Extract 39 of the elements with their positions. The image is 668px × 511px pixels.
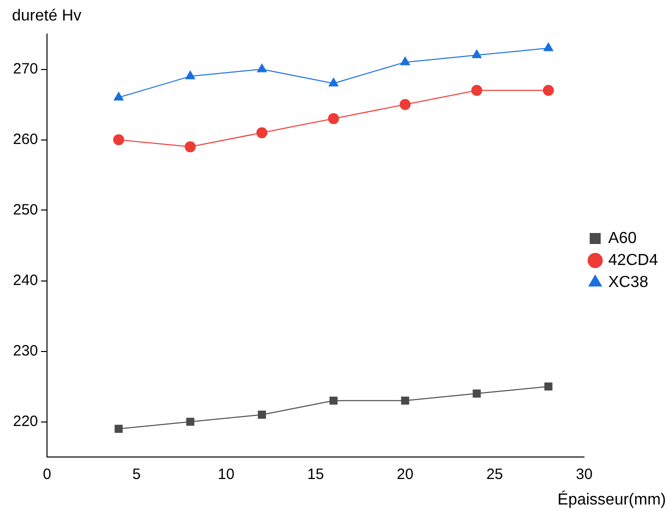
point [256,127,268,138]
point [185,70,196,80]
x-tick-label: 5 [132,466,141,484]
point [401,396,410,405]
legend-label: 42CD4 [608,252,658,269]
legend-label: XC38 [608,274,648,291]
x-tick-label: 20 [396,466,414,484]
point [400,99,411,110]
y-tick-label: 230 [12,342,38,360]
point [472,390,481,398]
point [544,382,552,391]
point [400,56,410,66]
point [258,410,266,419]
point [542,84,554,96]
y-tick-label: 260 [12,130,38,148]
point [471,84,482,96]
legend-label: A60 [608,230,637,247]
point [114,424,123,433]
point [114,92,124,100]
point [113,134,124,146]
x-tick-label: 0 [42,466,52,484]
point [472,50,482,58]
point [328,113,340,124]
point [257,64,267,72]
x-tick-label: 30 [576,466,593,484]
x-tick-label: 25 [486,466,504,484]
x-tick-label: 15 [307,466,324,484]
point [186,418,194,426]
y-tick-label: 270 [12,60,38,78]
point [328,78,338,86]
point [544,42,554,52]
y-axis-title: dureté Hv [12,7,82,24]
x-tick-label: 10 [218,466,234,484]
x-axis-title: Épaisseur(mm) [558,490,666,508]
point [329,396,338,405]
y-tick-label: 250 [12,201,38,218]
y-tick-label: 240 [12,272,38,289]
point [184,141,196,152]
y-tick-label: 220 [12,412,38,430]
